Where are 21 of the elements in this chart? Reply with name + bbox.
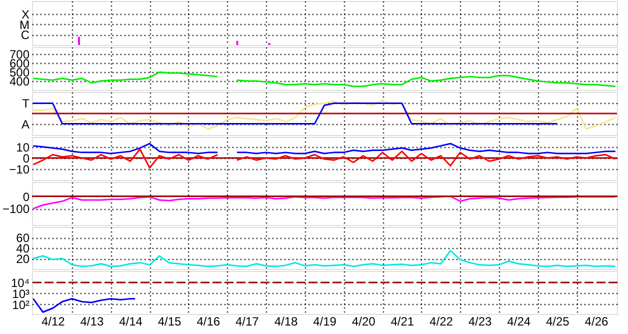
text: A bbox=[21, 117, 30, 132]
x-tick-label: 4/16 bbox=[196, 314, 220, 328]
x-tick-label: 4/23 bbox=[468, 314, 492, 328]
x-tick-label: 4/25 bbox=[546, 314, 570, 328]
x-tick-label: 4/17 bbox=[235, 314, 260, 328]
x-tick-label: 4/19 bbox=[313, 314, 337, 328]
text: T bbox=[22, 96, 30, 111]
line-series bbox=[32, 196, 616, 210]
x-tick-label: 4/15 bbox=[158, 314, 182, 328]
x-tick-label: 4/24 bbox=[507, 314, 531, 328]
y-tick-label: 0 bbox=[22, 190, 30, 204]
x-tick-label: 4/13 bbox=[80, 314, 104, 328]
x-tick-label: 4/22 bbox=[430, 314, 454, 328]
x-tick-label: 4/14 bbox=[119, 314, 143, 328]
x-tick-label: 4/21 bbox=[390, 314, 414, 328]
x-tick-label: 4/18 bbox=[274, 314, 298, 328]
y-tick-label: −100 bbox=[2, 202, 30, 216]
x-tick-label: 4/12 bbox=[41, 314, 66, 328]
x-tick-label: 4/20 bbox=[352, 314, 376, 328]
x-tick-label: 4/26 bbox=[584, 314, 608, 328]
line-series bbox=[32, 250, 616, 268]
